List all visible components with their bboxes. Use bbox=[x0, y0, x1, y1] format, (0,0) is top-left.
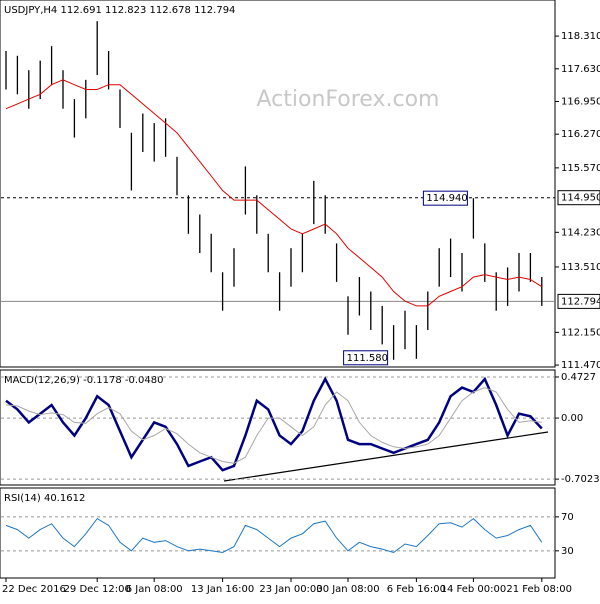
x-tick-label: 29 Dec 12:00 bbox=[64, 584, 131, 595]
panel-title: USDJPY,H4 112.691 112.823 112.678 112.79… bbox=[4, 5, 235, 16]
y-tick-label: 0.4727 bbox=[561, 372, 596, 383]
panel-title: MACD(12,26,9) -0.1178 -0.0480 bbox=[4, 375, 164, 386]
annotation-label: 114.940 bbox=[426, 193, 467, 204]
y-tick-label: -0.7023 bbox=[561, 474, 600, 485]
x-tick-label: 21 Feb 08:00 bbox=[506, 584, 572, 595]
y-tick-label: 112.150 bbox=[561, 327, 600, 338]
x-tick-label: 6 Jan 08:00 bbox=[126, 584, 183, 595]
x-tick-label: 22 Dec 2016 bbox=[2, 584, 66, 595]
trend-line bbox=[223, 431, 549, 482]
x-tick-label: 23 Jan 00:00 bbox=[259, 584, 322, 595]
rsi-panel bbox=[0, 487, 556, 579]
price-panel bbox=[0, 0, 556, 368]
y-tick-label: 116.950 bbox=[561, 96, 600, 107]
y-tick-label: 0.00 bbox=[561, 413, 583, 424]
annotation-box bbox=[422, 190, 468, 206]
annotation-box bbox=[343, 350, 389, 366]
y-tick-label: 115.570 bbox=[561, 163, 600, 174]
y-tick-label: 114.230 bbox=[561, 227, 600, 238]
indicator-line bbox=[5, 376, 543, 472]
panel-title: RSI(14) 40.1612 bbox=[4, 493, 85, 504]
indicator-line bbox=[5, 517, 543, 554]
y-tick-label: 118.310 bbox=[561, 31, 600, 42]
level-box bbox=[557, 190, 600, 206]
level-box bbox=[557, 293, 600, 309]
x-tick-label: 30 Jan 08:00 bbox=[316, 584, 379, 595]
watermark: ActionForex.com bbox=[257, 87, 440, 112]
y-tick-label: 70 bbox=[561, 512, 574, 523]
macd-panel bbox=[0, 369, 556, 486]
indicator-line bbox=[5, 387, 542, 464]
y-tick-label: 113.510 bbox=[561, 262, 600, 273]
x-tick-label: 14 Feb 00:00 bbox=[441, 584, 507, 595]
moving-average bbox=[5, 79, 543, 307]
level-label: 114.950 bbox=[561, 193, 600, 204]
x-tick-label: 13 Jan 16:00 bbox=[191, 584, 254, 595]
level-label: 112.794 bbox=[561, 296, 600, 307]
x-tick-label: 6 Feb 16:00 bbox=[387, 584, 446, 595]
y-tick-label: 117.630 bbox=[561, 64, 600, 75]
y-tick-label: 116.270 bbox=[561, 129, 600, 140]
annotation-label: 111.580 bbox=[347, 353, 388, 364]
y-tick-label: 30 bbox=[561, 546, 574, 557]
y-tick-label: 111.470 bbox=[561, 360, 600, 371]
